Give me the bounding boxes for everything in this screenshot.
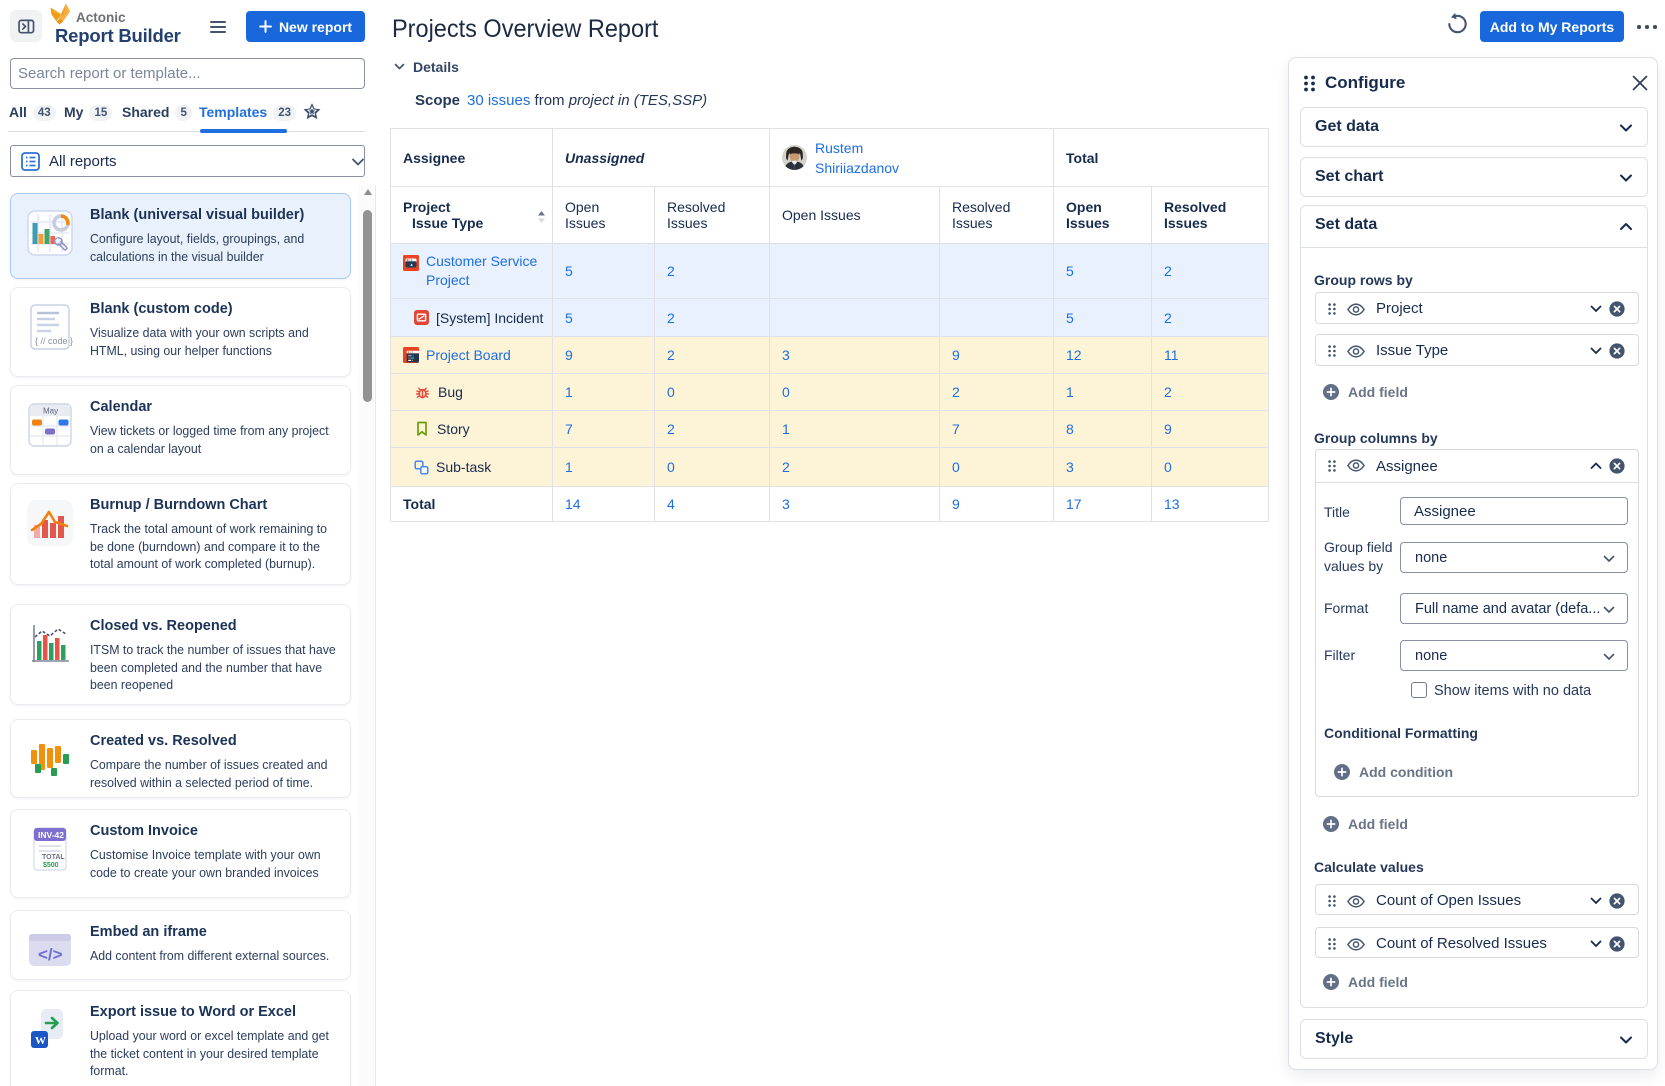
svg-text:$500: $500 — [43, 862, 59, 869]
svg-text:TOTAL: TOTAL — [42, 854, 65, 861]
svg-text:INV-42: INV-42 — [38, 830, 64, 840]
svg-text:{ // code }: { // code } — [35, 336, 73, 346]
svg-text:</>: </> — [38, 945, 63, 964]
svg-text:May: May — [43, 407, 58, 416]
svg-text:W: W — [35, 1035, 46, 1047]
